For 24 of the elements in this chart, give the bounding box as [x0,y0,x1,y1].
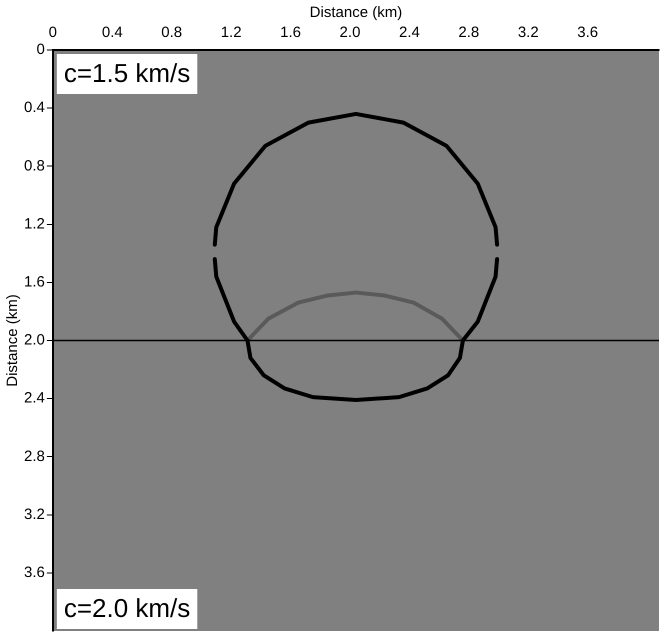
x-tick-label: 2.8 [458,24,480,42]
x-tick-label: 0.8 [161,24,182,42]
x-tick-label: 1.2 [220,24,242,42]
y-tick-label: 0 [36,41,45,58]
x-tick-label: 0.4 [102,24,123,42]
y-tick-label: 2.4 [24,390,45,407]
y-tick-label: 1.6 [24,274,45,291]
annotation: c=2.0 km/s [64,593,190,624]
x-tick-label: 3.6 [577,24,598,42]
x-tick-label: 1.6 [280,24,301,42]
x-tick-label: 2.0 [340,24,360,42]
x-tick-label: 0 [48,24,58,42]
annotation: c=1.5 km/s [64,58,190,88]
y-tick-label: 1.2 [24,215,45,232]
y-tick-label: 3.2 [24,506,45,523]
x-axis-title: Distance (km) [310,4,402,22]
x-tick-label: 3.2 [518,24,539,42]
y-tick-label: 3.6 [24,564,45,582]
y-tick-label: 0.8 [24,157,45,174]
y-tick-label: 2.0 [24,332,45,349]
x-tick-label: 2.4 [398,24,420,42]
y-tick-label: 0.4 [24,99,45,116]
y-tick-label: 2.8 [24,448,45,465]
y-axis-title: Distance (km) [4,294,22,387]
